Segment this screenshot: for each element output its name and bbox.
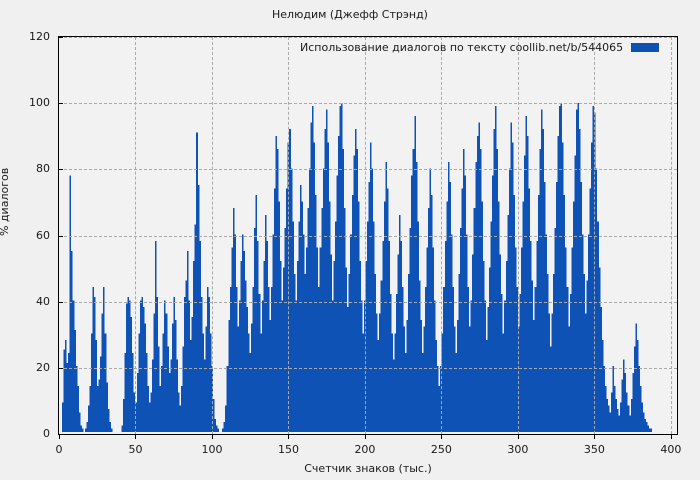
- x-axis-tick-label: 0: [55, 443, 63, 456]
- x-axis-tick-mark: [441, 434, 443, 439]
- x-axis-tick-label: 250: [430, 443, 452, 456]
- y-axis-tick-label: 40: [36, 294, 50, 308]
- legend-color-swatch: [631, 43, 660, 52]
- x-axis-tick-label: 100: [201, 443, 223, 456]
- x-axis-tick-label: 150: [277, 443, 299, 456]
- y-axis-tick-label: 0: [43, 427, 50, 440]
- x-axis-tick-label: 200: [354, 443, 376, 456]
- y-axis-tick-mark: [58, 434, 63, 435]
- bar-series: [62, 102, 653, 433]
- x-axis-tick-mark: [594, 434, 596, 439]
- x-axis-tick-label: 300: [507, 443, 529, 456]
- x-axis-tick-mark: [670, 434, 672, 439]
- x-axis-tick-label: 50: [128, 443, 143, 456]
- y-axis-tick-mark: [58, 103, 63, 105]
- x-axis-tick-mark: [517, 434, 519, 439]
- y-axis-label: % диалогов: [0, 167, 11, 236]
- x-axis-label: Счетчик знаков (тыс.): [304, 462, 432, 475]
- y-axis-tick-label: 100: [29, 96, 50, 110]
- plot-inner: [59, 37, 677, 434]
- y-axis-tick-mark: [58, 235, 63, 237]
- page-title: Нелюдим (Джефф Стрэнд): [272, 8, 428, 21]
- legend-label: Использование диалогов по тексту coollib…: [300, 41, 624, 54]
- y-axis-tick-mark: [58, 367, 63, 369]
- x-axis-tick-mark: [59, 434, 60, 439]
- y-axis-tick-label: 20: [36, 360, 50, 374]
- x-axis-tick-label: 400: [660, 443, 682, 456]
- y-axis-tick-mark: [58, 37, 63, 38]
- y-axis-tick-label: 60: [36, 228, 50, 242]
- y-axis-tick-mark: [58, 301, 63, 303]
- y-axis-tick-label: 80: [36, 162, 50, 176]
- plot-area: [58, 36, 678, 435]
- x-axis-tick-mark: [364, 434, 366, 439]
- x-axis-tick-mark: [288, 434, 290, 439]
- y-axis-tick-mark: [58, 169, 63, 171]
- x-axis-tick-mark: [135, 434, 137, 439]
- x-axis-tick-label: 350: [583, 443, 605, 456]
- y-axis-tick-label: 120: [29, 30, 50, 43]
- bars-path: [62, 102, 653, 433]
- legend: Использование диалогов по тексту coollib…: [300, 41, 660, 54]
- x-axis-tick-mark: [211, 434, 213, 439]
